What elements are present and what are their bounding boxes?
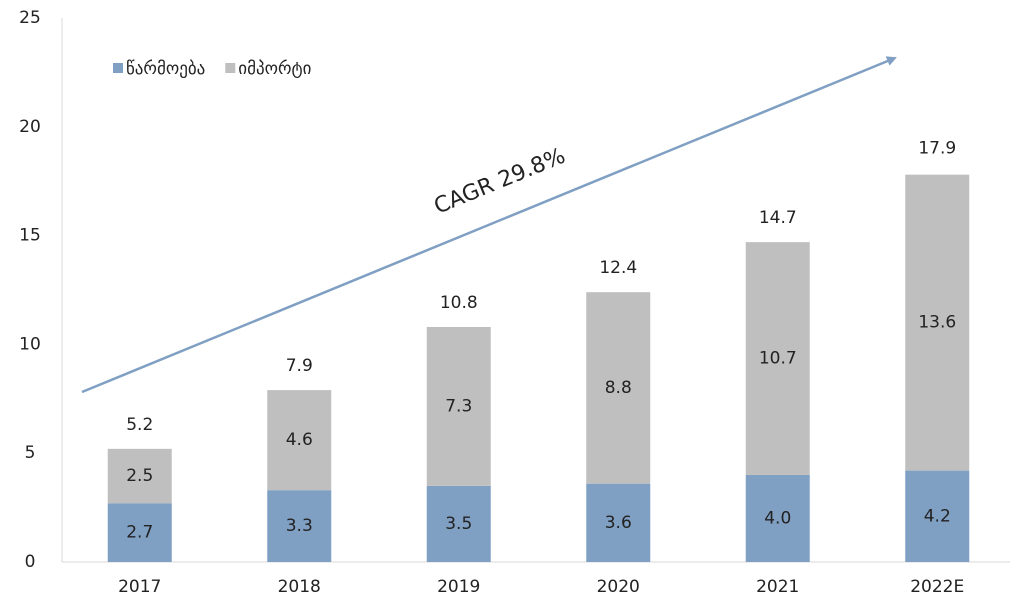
y-tick-label: 20 (19, 117, 41, 137)
bar-segment (107, 448, 172, 504)
data-label: 10.7 (759, 349, 797, 369)
data-label: 7.3 (445, 396, 472, 416)
y-tick-label: 5 (25, 443, 36, 463)
bar-segment (905, 470, 970, 562)
bar-segment (267, 490, 332, 562)
bar-segment (426, 485, 491, 562)
y-tick-label: 15 (19, 226, 41, 246)
bar-segment (586, 483, 651, 562)
data-label: 4.0 (764, 508, 791, 528)
y-tick-label: 0 (25, 552, 36, 572)
bar-segment (905, 174, 970, 471)
x-tick-label: 2018 (278, 577, 321, 597)
data-label: 2.5 (126, 466, 153, 486)
bar-segment (267, 390, 332, 491)
bar-segment (745, 474, 810, 562)
data-label: 8.8 (605, 378, 632, 398)
data-label: 3.3 (286, 516, 313, 536)
data-label: 3.6 (605, 513, 632, 533)
total-label: 14.7 (759, 208, 797, 228)
y-tick-label: 10 (19, 334, 41, 354)
x-tick-label: 2019 (437, 577, 480, 597)
x-tick-label: 2022E (910, 577, 964, 597)
x-tick-label: 2021 (756, 577, 799, 597)
data-label: 13.6 (918, 313, 956, 333)
data-label: 3.5 (445, 514, 472, 534)
legend-label: იმპორტი (238, 59, 311, 79)
x-tick-label: 2017 (118, 577, 161, 597)
bar-segment (586, 292, 651, 484)
total-label: 5.2 (126, 415, 153, 435)
total-label: 7.9 (286, 356, 313, 376)
total-label: 10.8 (440, 293, 478, 313)
data-label: 4.6 (286, 430, 313, 450)
x-tick-label: 2020 (597, 577, 640, 597)
total-label: 17.9 (918, 138, 956, 158)
legend-swatch (225, 63, 236, 73)
legend-label: წარმოება (126, 59, 205, 79)
data-label: 4.2 (924, 506, 951, 526)
trend-arrow (81, 56, 897, 394)
bar-segment (745, 242, 810, 475)
bar-segment (107, 503, 172, 562)
total-label: 12.4 (599, 258, 637, 278)
bar-segment (426, 326, 491, 486)
annotation: CAGR 29.8% (431, 144, 569, 220)
data-label: 2.7 (126, 523, 153, 543)
y-tick-label: 25 (19, 8, 41, 28)
legend-swatch (113, 63, 123, 73)
